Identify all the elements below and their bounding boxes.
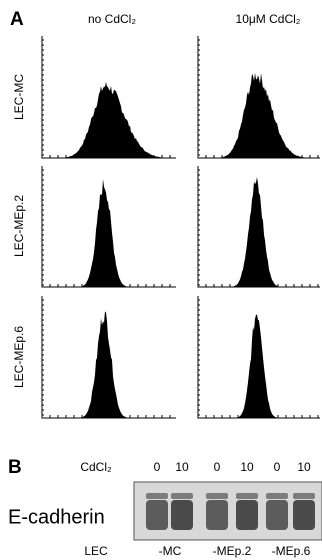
dose: 0 bbox=[274, 460, 281, 474]
row-label: LEC-MEp.6 bbox=[12, 326, 26, 388]
panel-label: B bbox=[8, 457, 22, 478]
histogram bbox=[69, 311, 146, 418]
dose: 0 bbox=[154, 460, 161, 474]
band bbox=[206, 493, 228, 499]
band bbox=[171, 500, 193, 530]
lane-label: -MC bbox=[159, 544, 182, 558]
row-label: LEC-MEp.2 bbox=[12, 195, 26, 257]
treatment-label: CdCl₂ bbox=[80, 460, 112, 474]
row-label: LEC-MC bbox=[12, 74, 26, 120]
band bbox=[236, 500, 258, 530]
figure: A no CdCl₂ 10μM CdCl₂ LEC-MC LEC-MEp.2 L… bbox=[0, 0, 322, 560]
band bbox=[293, 500, 315, 530]
band bbox=[266, 493, 288, 499]
dose: 10 bbox=[240, 460, 254, 474]
histogram bbox=[69, 179, 146, 287]
panel-label: A bbox=[10, 9, 24, 30]
column-header: no CdCl₂ bbox=[88, 12, 136, 26]
histograms bbox=[41, 36, 322, 418]
band bbox=[293, 493, 315, 499]
band bbox=[146, 500, 168, 530]
band bbox=[146, 493, 168, 499]
histogram bbox=[201, 73, 322, 158]
row-label: E-cadherin bbox=[8, 506, 105, 528]
histogram bbox=[41, 82, 184, 158]
band bbox=[266, 500, 288, 530]
histogram bbox=[227, 315, 293, 418]
lane-label: -MEp.6 bbox=[272, 544, 311, 558]
histogram bbox=[221, 177, 298, 287]
lane-group-label: LEC bbox=[84, 544, 108, 558]
band bbox=[171, 493, 193, 499]
dose: 10 bbox=[297, 460, 311, 474]
dose: 10 bbox=[175, 460, 189, 474]
band bbox=[236, 493, 258, 499]
band bbox=[206, 500, 228, 530]
lane-label: -MEp.2 bbox=[213, 544, 252, 558]
column-header: 10μM CdCl₂ bbox=[236, 12, 301, 26]
dose: 0 bbox=[214, 460, 221, 474]
